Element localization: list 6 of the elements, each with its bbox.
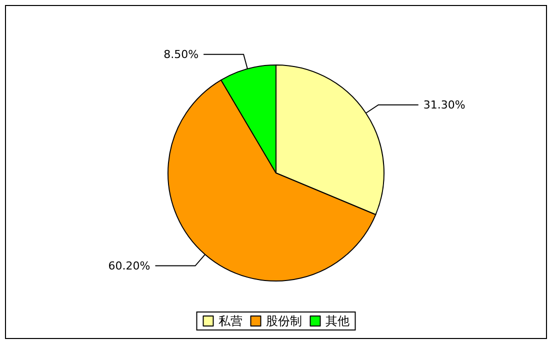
legend-label: 私营 [218,314,242,328]
legend-label: 其他 [325,314,350,328]
data-label: 31.30% [423,98,466,112]
legend-label: 股份制 [266,314,302,328]
data-label: 8.50% [164,48,199,61]
data-label: 60.20% [108,259,150,272]
